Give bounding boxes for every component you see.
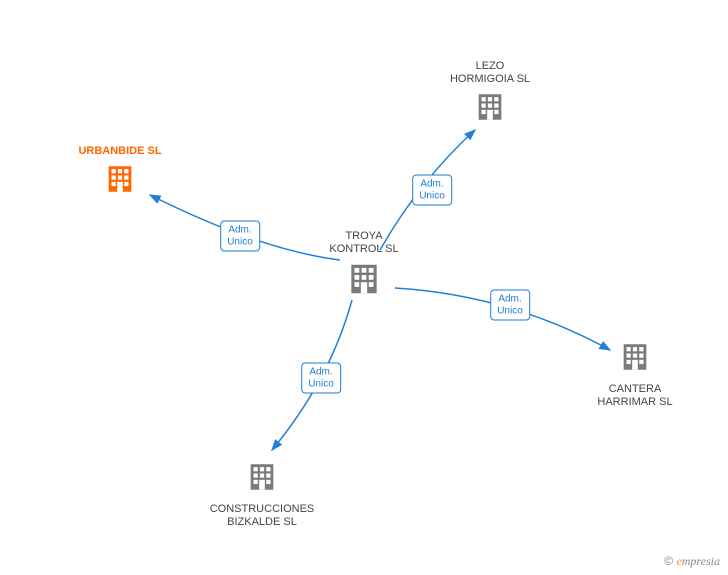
node-label: CANTERAHARRIMAR SL — [575, 383, 695, 409]
copyright-symbol: © — [664, 554, 673, 568]
node-cantera[interactable]: CANTERAHARRIMAR SL — [575, 340, 695, 409]
node-label: LEZOHORMIGOIA SL — [430, 60, 550, 86]
node-troya[interactable]: TROYAKONTROL SL — [304, 230, 424, 303]
building-icon — [103, 183, 137, 200]
building-icon — [345, 285, 383, 302]
node-lezo[interactable]: LEZOHORMIGOIA SL — [430, 60, 550, 129]
edge-label-cantera: Adm.Unico — [490, 290, 530, 321]
edge-label-lezo: Adm.Unico — [412, 175, 452, 206]
node-label: CONSTRUCCIONESBIZKALDE SL — [202, 503, 322, 529]
copyright: © empresia — [664, 554, 720, 569]
node-urbanbide[interactable]: URBANBIDE SL — [60, 145, 180, 201]
building-icon — [473, 111, 507, 128]
building-icon — [245, 481, 279, 498]
edge-label-construcciones: Adm.Unico — [301, 363, 341, 394]
node-label: URBANBIDE SL — [60, 145, 180, 158]
building-icon — [618, 361, 652, 378]
node-label: TROYAKONTROL SL — [304, 230, 424, 256]
brand-rest: mpresia — [682, 554, 720, 568]
edge-label-urbanbide: Adm.Unico — [220, 221, 260, 252]
node-construcciones[interactable]: CONSTRUCCIONESBIZKALDE SL — [202, 460, 322, 529]
